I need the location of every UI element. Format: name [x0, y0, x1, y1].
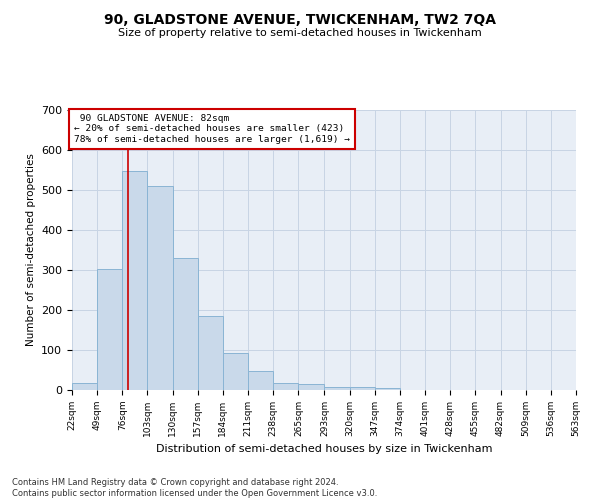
- Bar: [248, 371, 273, 390]
- Bar: [97, 269, 122, 390]
- Y-axis label: Number of semi-detached properties: Number of semi-detached properties: [26, 154, 35, 346]
- Bar: [148, 186, 173, 390]
- Bar: [350, 387, 375, 390]
- Text: 90, GLADSTONE AVENUE, TWICKENHAM, TW2 7QA: 90, GLADSTONE AVENUE, TWICKENHAM, TW2 7Q…: [104, 12, 496, 26]
- Bar: [173, 258, 198, 390]
- Text: Size of property relative to semi-detached houses in Twickenham: Size of property relative to semi-detach…: [118, 28, 482, 38]
- Bar: [198, 316, 223, 390]
- Bar: [375, 388, 400, 390]
- Bar: [298, 384, 323, 390]
- Text: Contains HM Land Registry data © Crown copyright and database right 2024.
Contai: Contains HM Land Registry data © Crown c…: [12, 478, 377, 498]
- Bar: [273, 383, 298, 390]
- Bar: [72, 383, 97, 390]
- Bar: [223, 353, 248, 390]
- Text: 90 GLADSTONE AVENUE: 82sqm
← 20% of semi-detached houses are smaller (423)
78% o: 90 GLADSTONE AVENUE: 82sqm ← 20% of semi…: [74, 114, 350, 144]
- Bar: [325, 387, 350, 390]
- Bar: [122, 171, 148, 390]
- X-axis label: Distribution of semi-detached houses by size in Twickenham: Distribution of semi-detached houses by …: [156, 444, 492, 454]
